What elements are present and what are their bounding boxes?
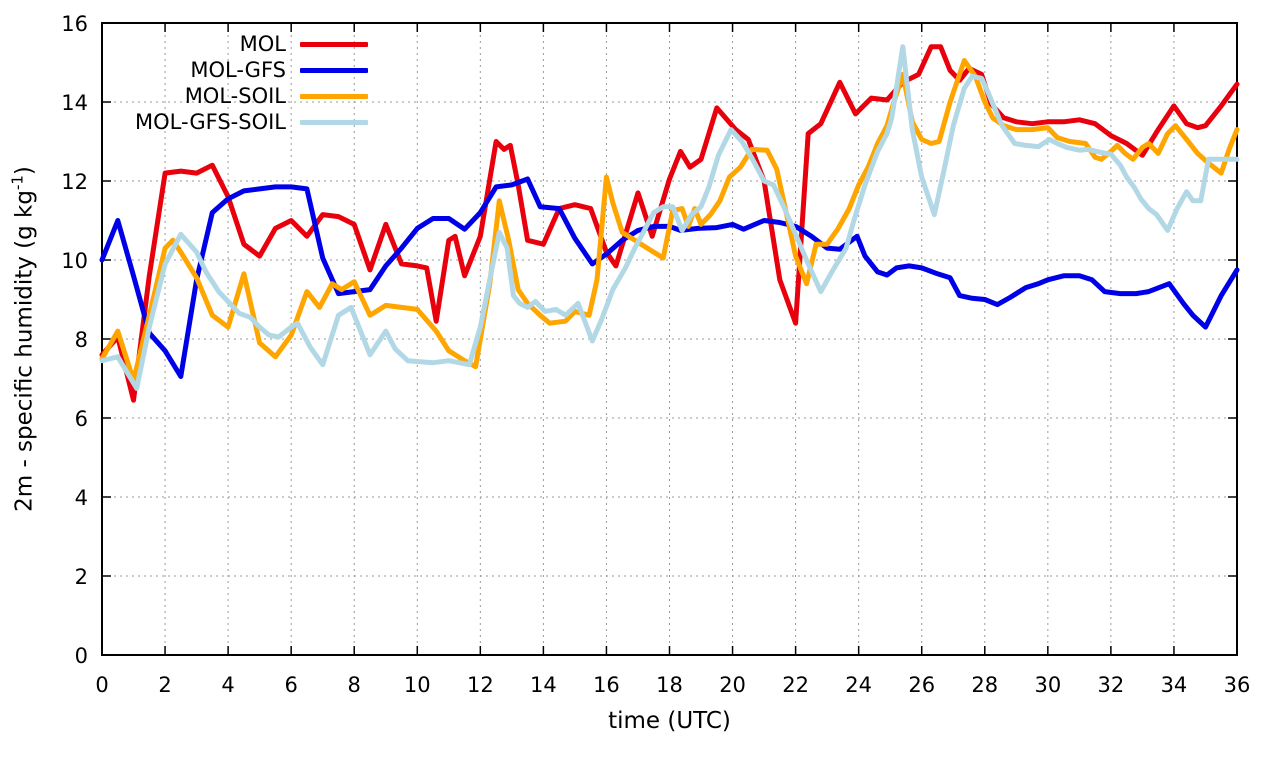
x-tick-label: 10 [404, 673, 431, 697]
legend-item-MOL-GFS-SOIL: MOL-GFS-SOIL [104, 109, 368, 135]
y-tick-label: 0 [75, 644, 88, 668]
y-tick-label: 4 [75, 486, 88, 510]
x-tick-label: 24 [845, 673, 872, 697]
x-tick-label: 22 [782, 673, 809, 697]
y-tick-label: 6 [75, 407, 88, 431]
legend-label: MOL-GFS [190, 58, 286, 82]
x-tick-label: 0 [95, 673, 108, 697]
legend-item-MOL-SOIL: MOL-SOIL [104, 83, 368, 109]
series-line-MOL-GFS-SOIL [99, 44, 1240, 391]
x-tick-label: 4 [221, 673, 234, 697]
legend-item-MOL: MOL [104, 31, 368, 57]
x-tick-label: 28 [971, 673, 998, 697]
x-tick-label: 26 [908, 673, 935, 697]
y-tick-label: 8 [75, 328, 88, 352]
series-line-MOL-GFS [99, 176, 1240, 379]
series-line-MOL-SOIL [99, 58, 1240, 383]
legend: MOL MOL-GFS MOL-SOIL MOL-GFS-SOIL [104, 31, 368, 135]
x-tick-label: 32 [1098, 673, 1125, 697]
x-tick-label: 12 [467, 673, 494, 697]
x-tick-label: 20 [719, 673, 746, 697]
y-tick-label: 16 [61, 12, 88, 36]
legend-label: MOL-SOIL [184, 84, 286, 108]
legend-line-swatch [300, 67, 368, 73]
x-tick-label: 8 [348, 673, 361, 697]
legend-item-MOL-GFS: MOL-GFS [104, 57, 368, 83]
legend-line-swatch [300, 93, 368, 99]
y-tick-label: 10 [61, 249, 88, 273]
x-tick-label: 36 [1224, 673, 1251, 697]
x-axis-label: time (UTC) [608, 708, 731, 734]
x-tick-label: 16 [593, 673, 620, 697]
legend-label: MOL [239, 32, 286, 56]
y-tick-label: 14 [61, 91, 88, 115]
x-tick-label: 2 [158, 673, 171, 697]
x-tick-label: 30 [1034, 673, 1061, 697]
y-tick-label: 12 [61, 170, 88, 194]
legend-line-swatch [300, 41, 368, 47]
x-tick-label: 14 [530, 673, 557, 697]
y-axis-label: 2m - specific humidity (g kg-1) [8, 166, 38, 512]
x-tick-label: 34 [1161, 673, 1188, 697]
y-tick-label: 2 [75, 565, 88, 589]
legend-line-swatch [300, 119, 368, 125]
x-tick-label: 18 [656, 673, 683, 697]
x-tick-label: 6 [284, 673, 297, 697]
legend-label: MOL-GFS-SOIL [135, 110, 286, 134]
